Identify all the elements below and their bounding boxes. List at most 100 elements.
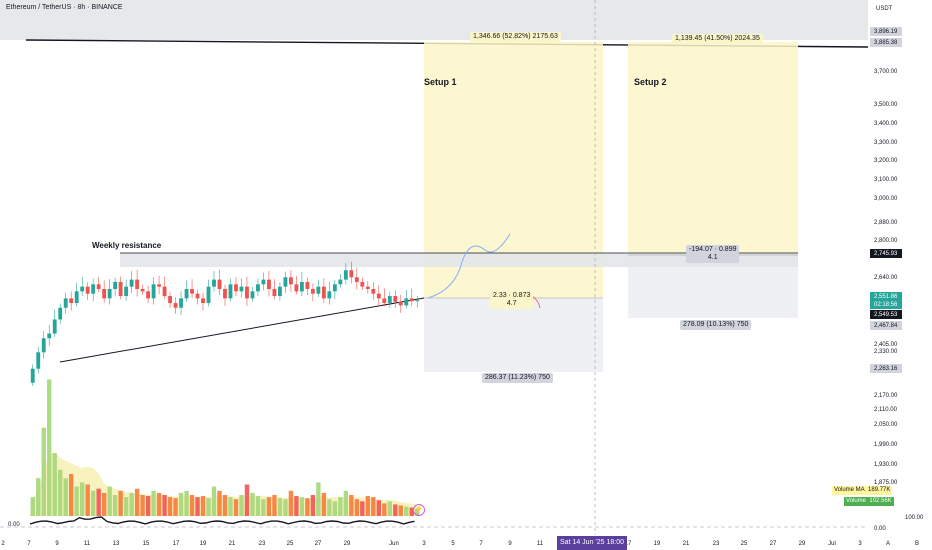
volume-bar — [255, 496, 261, 516]
volume-bar — [266, 497, 272, 516]
volume-bar — [343, 490, 349, 516]
candle-body — [310, 288, 315, 294]
price-tick-label: 3,400.00 — [874, 121, 898, 127]
volume-bar — [409, 507, 414, 516]
time-tick-label: 3 — [858, 541, 862, 547]
candle-body — [74, 291, 79, 304]
time-tick-label: 2 — [1, 541, 5, 547]
volume-bar — [250, 492, 255, 516]
candle-body — [80, 286, 85, 292]
volume-bar — [305, 498, 310, 516]
candle-body — [58, 307, 63, 320]
price-tick-label: 3,885.38 — [874, 40, 898, 46]
alert-lightning-icon[interactable]: ⚡ — [413, 504, 425, 516]
candle-body — [47, 333, 52, 339]
candle-body — [382, 298, 387, 304]
price-tick-label: 2,110.00 — [874, 407, 898, 413]
setup1-label: Setup 1 — [424, 77, 457, 87]
candle-body — [415, 300, 420, 302]
time-tick-label: Jun — [389, 541, 399, 547]
candle-body — [195, 293, 200, 299]
time-tick-label: 27 — [770, 541, 777, 547]
volume-bar — [283, 499, 288, 516]
time-axis[interactable] — [0, 536, 868, 550]
volume-bar — [310, 495, 316, 516]
time-tick-label: 11 — [84, 541, 91, 547]
candle-body — [272, 288, 277, 297]
volume-bar — [151, 490, 156, 516]
candle-body — [283, 277, 288, 287]
price-tag-bg — [870, 310, 902, 319]
volume-bar — [288, 490, 294, 516]
time-tick-label: 19 — [200, 541, 207, 547]
volume-bar — [58, 469, 63, 516]
volume-bar — [206, 498, 211, 516]
price-tag-bg — [870, 292, 902, 301]
volume-bar — [376, 500, 381, 516]
time-tick-label: 19 — [654, 541, 661, 547]
setup2-label: Setup 2 — [634, 77, 667, 87]
crosshair-date-badge: Sat 14 Jun '25 18:00 — [557, 536, 627, 550]
candle-body — [223, 288, 227, 299]
price-tag-bg — [870, 321, 902, 330]
setup1-rr-label: 2.33 · 0.873 4.7 — [490, 291, 534, 309]
volume-bar — [167, 497, 173, 516]
volume-bars — [30, 379, 420, 516]
price-tick-label: 3,700.00 — [874, 69, 898, 75]
volume-bar — [74, 486, 79, 516]
time-tick-label: 9 — [508, 541, 512, 547]
volume-bar — [145, 496, 151, 516]
volume-bar — [107, 486, 112, 516]
candle-body — [140, 288, 145, 292]
volume-bar — [123, 497, 129, 516]
candle-body — [278, 286, 282, 297]
volume-bar — [239, 495, 244, 516]
setup2-rr-label: -194.07 · 0.899 4.1 — [686, 245, 740, 263]
top-zone — [0, 0, 868, 40]
volume-badge: Volume 102.56K — [844, 497, 894, 506]
time-tick-label: 5 — [451, 541, 455, 547]
symbol-title[interactable]: Ethereum / TetherUS · 8h · BINANCE — [6, 4, 123, 11]
volume-bar — [222, 495, 228, 516]
volume-bar — [47, 379, 52, 516]
price-tag-bg — [870, 300, 902, 309]
volume-bar — [184, 490, 189, 516]
candle-body — [63, 298, 68, 308]
volume-bar — [112, 495, 118, 516]
price-tick-label: 2,170.00 — [874, 393, 898, 399]
volume-bar — [332, 501, 338, 516]
time-tick-label: 7 — [27, 541, 31, 547]
candle-body — [113, 281, 118, 289]
price-tick-label: 2,050.00 — [874, 422, 898, 428]
candle-body — [190, 288, 194, 294]
volume-bar — [79, 482, 85, 516]
volume-bar — [387, 501, 392, 516]
volume-bar — [41, 427, 46, 516]
price-axis[interactable] — [868, 0, 932, 550]
time-tick-label: 15 — [143, 541, 150, 547]
volume-bar — [261, 499, 266, 516]
volume-bar — [217, 490, 222, 516]
price-tag-bg — [870, 364, 902, 373]
price-tick-label: 2,330.00 — [874, 349, 898, 355]
setup1-target-label: 1,346.66 (52.82%) 2175.63 — [470, 32, 561, 42]
axis-unit: USDT — [876, 6, 893, 12]
candle-body — [409, 298, 414, 302]
price-tick-label: 2,405.00 — [874, 342, 898, 348]
candle-body — [91, 284, 96, 294]
candle-body — [398, 301, 403, 306]
candle-body — [146, 291, 151, 299]
oscillator-line — [29, 516, 415, 525]
time-tick-label: Jul — [828, 541, 836, 547]
candle-body — [234, 284, 238, 292]
candle-body — [162, 286, 167, 297]
candle-body — [212, 279, 216, 287]
setup1-stop-zone — [424, 298, 603, 372]
bullish-projection-arrow — [427, 233, 511, 299]
volume-bar — [96, 488, 101, 516]
oscillator-right-bottom: 0.00 — [874, 526, 886, 532]
volume-bar — [382, 503, 387, 516]
volume-bar — [129, 492, 134, 516]
volume-bar — [178, 492, 184, 516]
